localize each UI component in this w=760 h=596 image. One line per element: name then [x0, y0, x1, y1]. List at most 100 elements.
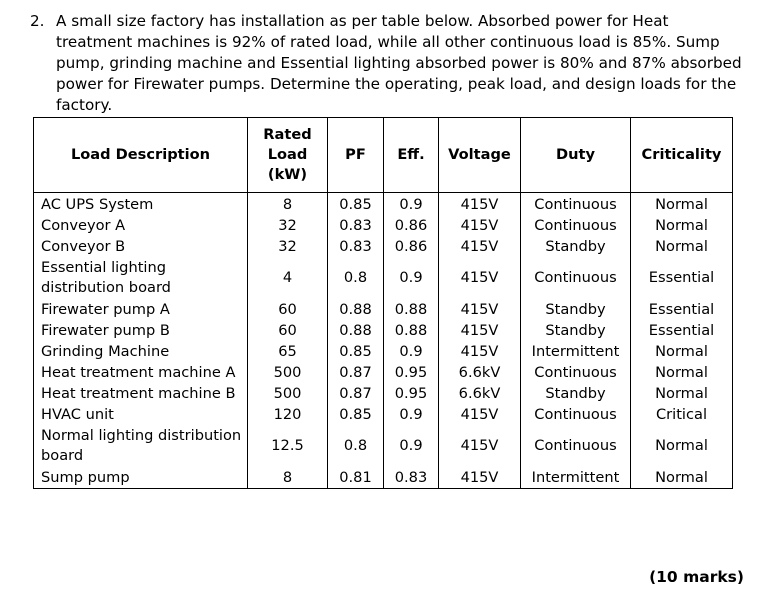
cell-rated-load: 32 [247, 215, 328, 236]
cell-rated-load: 500 [247, 362, 328, 383]
question-block: 2. A small size factory has installation… [30, 11, 748, 116]
header-load-description: Load Description [33, 117, 248, 193]
table-row: Firewater pump B 60 0.88 0.88 415V Standby Ess… [33, 320, 733, 341]
table-row: Normal lighting distribution board 12.5 0.… [33, 425, 733, 467]
cell-voltage: 415V [438, 299, 521, 320]
cell-rated-load: 500 [247, 383, 328, 404]
cell-criticality: Essential [630, 257, 733, 299]
cell-duty: Intermittent [520, 341, 631, 362]
cell-duty: Continuous [520, 404, 631, 425]
cell-description: HVAC unit [33, 404, 248, 425]
cell-eff: 0.9 [383, 404, 439, 425]
header-eff: Eff. [383, 117, 439, 193]
cell-eff: 0.88 [383, 320, 439, 341]
cell-eff: 0.83 [383, 467, 439, 489]
cell-description: Heat treatment machine A [33, 362, 248, 383]
cell-description: Heat treatment machine B [33, 383, 248, 404]
cell-description: AC UPS System [33, 192, 248, 215]
cell-duty: Standby [520, 320, 631, 341]
cell-rated-load: 4 [247, 257, 328, 299]
cell-duty: Continuous [520, 362, 631, 383]
cell-description: Sump pump [33, 467, 248, 489]
table-row: Heat treatment machine A 500 0.87 0.95 6.6kV… [33, 362, 733, 383]
header-rated-load-label: Rated Load (kW) [263, 126, 312, 183]
marks-label: (10 marks) [649, 568, 744, 586]
cell-rated-load: 32 [247, 236, 328, 257]
cell-rated-load: 8 [247, 467, 328, 489]
cell-voltage: 415V [438, 425, 521, 467]
cell-pf: 0.81 [327, 467, 384, 489]
cell-duty: Standby [520, 383, 631, 404]
cell-rated-load: 60 [247, 299, 328, 320]
cell-pf: 0.88 [327, 299, 384, 320]
cell-criticality: Normal [630, 425, 733, 467]
cell-pf: 0.83 [327, 236, 384, 257]
question-text: A small size factory has installation as… [56, 12, 742, 114]
cell-description: Normal lighting distribution board [33, 425, 248, 467]
cell-pf: 0.85 [327, 192, 384, 215]
cell-criticality: Normal [630, 215, 733, 236]
cell-eff: 0.9 [383, 257, 439, 299]
header-voltage: Voltage [438, 117, 521, 193]
cell-eff: 0.9 [383, 192, 439, 215]
table-row: AC UPS System 8 0.85 0.9 415V Continuous Norma… [33, 192, 733, 215]
cell-description: Essential lighting distribution board [33, 257, 248, 299]
header-rated-load: Rated Load (kW) [247, 117, 328, 193]
cell-rated-load: 60 [247, 320, 328, 341]
cell-description: Firewater pump B [33, 320, 248, 341]
table-row: Essential lighting distribution board 4 0.… [33, 257, 733, 299]
cell-pf: 0.85 [327, 404, 384, 425]
table-row: Grinding Machine 65 0.85 0.9 415V Intermitten… [33, 341, 733, 362]
cell-voltage: 415V [438, 257, 521, 299]
cell-eff: 0.95 [383, 362, 439, 383]
cell-description: Firewater pump A [33, 299, 248, 320]
cell-duty: Intermittent [520, 467, 631, 489]
cell-criticality: Normal [630, 341, 733, 362]
cell-criticality: Normal [630, 236, 733, 257]
cell-criticality: Essential [630, 320, 733, 341]
header-duty: Duty [520, 117, 631, 193]
question-number: 2. [30, 12, 45, 30]
cell-pf: 0.88 [327, 320, 384, 341]
table-row: Sump pump 8 0.81 0.83 415V Intermittent Normal [33, 467, 733, 489]
header-pf: PF [327, 117, 384, 193]
table-row: HVAC unit 120 0.85 0.9 415V Continuous Critica… [33, 404, 733, 425]
table-row: Conveyor A 32 0.83 0.86 415V Continuous Normal [33, 215, 733, 236]
cell-description: Grinding Machine [33, 341, 248, 362]
cell-voltage: 415V [438, 236, 521, 257]
cell-pf: 0.8 [327, 257, 384, 299]
cell-pf: 0.8 [327, 425, 384, 467]
cell-criticality: Normal [630, 383, 733, 404]
cell-duty: Continuous [520, 215, 631, 236]
cell-voltage: 415V [438, 320, 521, 341]
cell-eff: 0.86 [383, 236, 439, 257]
cell-rated-load: 8 [247, 192, 328, 215]
cell-eff: 0.95 [383, 383, 439, 404]
cell-voltage: 415V [438, 404, 521, 425]
table-header-row: Load Description Rated Load (kW) PF Eff.… [33, 117, 733, 193]
cell-voltage: 415V [438, 215, 521, 236]
cell-criticality: Critical [630, 404, 733, 425]
cell-criticality: Normal [630, 192, 733, 215]
cell-pf: 0.87 [327, 362, 384, 383]
table-row: Conveyor B 32 0.83 0.86 415V Standby Normal [33, 236, 733, 257]
cell-criticality: Normal [630, 362, 733, 383]
cell-pf: 0.87 [327, 383, 384, 404]
cell-rated-load: 120 [247, 404, 328, 425]
cell-voltage: 6.6kV [438, 383, 521, 404]
cell-eff: 0.9 [383, 425, 439, 467]
cell-rated-load: 65 [247, 341, 328, 362]
cell-eff: 0.88 [383, 299, 439, 320]
cell-description: Conveyor B [33, 236, 248, 257]
cell-pf: 0.85 [327, 341, 384, 362]
cell-voltage: 415V [438, 467, 521, 489]
cell-pf: 0.83 [327, 215, 384, 236]
cell-criticality: Normal [630, 467, 733, 489]
cell-voltage: 415V [438, 341, 521, 362]
cell-eff: 0.9 [383, 341, 439, 362]
cell-voltage: 6.6kV [438, 362, 521, 383]
cell-duty: Standby [520, 299, 631, 320]
cell-eff: 0.86 [383, 215, 439, 236]
cell-duty: Continuous [520, 425, 631, 467]
cell-rated-load: 12.5 [247, 425, 328, 467]
